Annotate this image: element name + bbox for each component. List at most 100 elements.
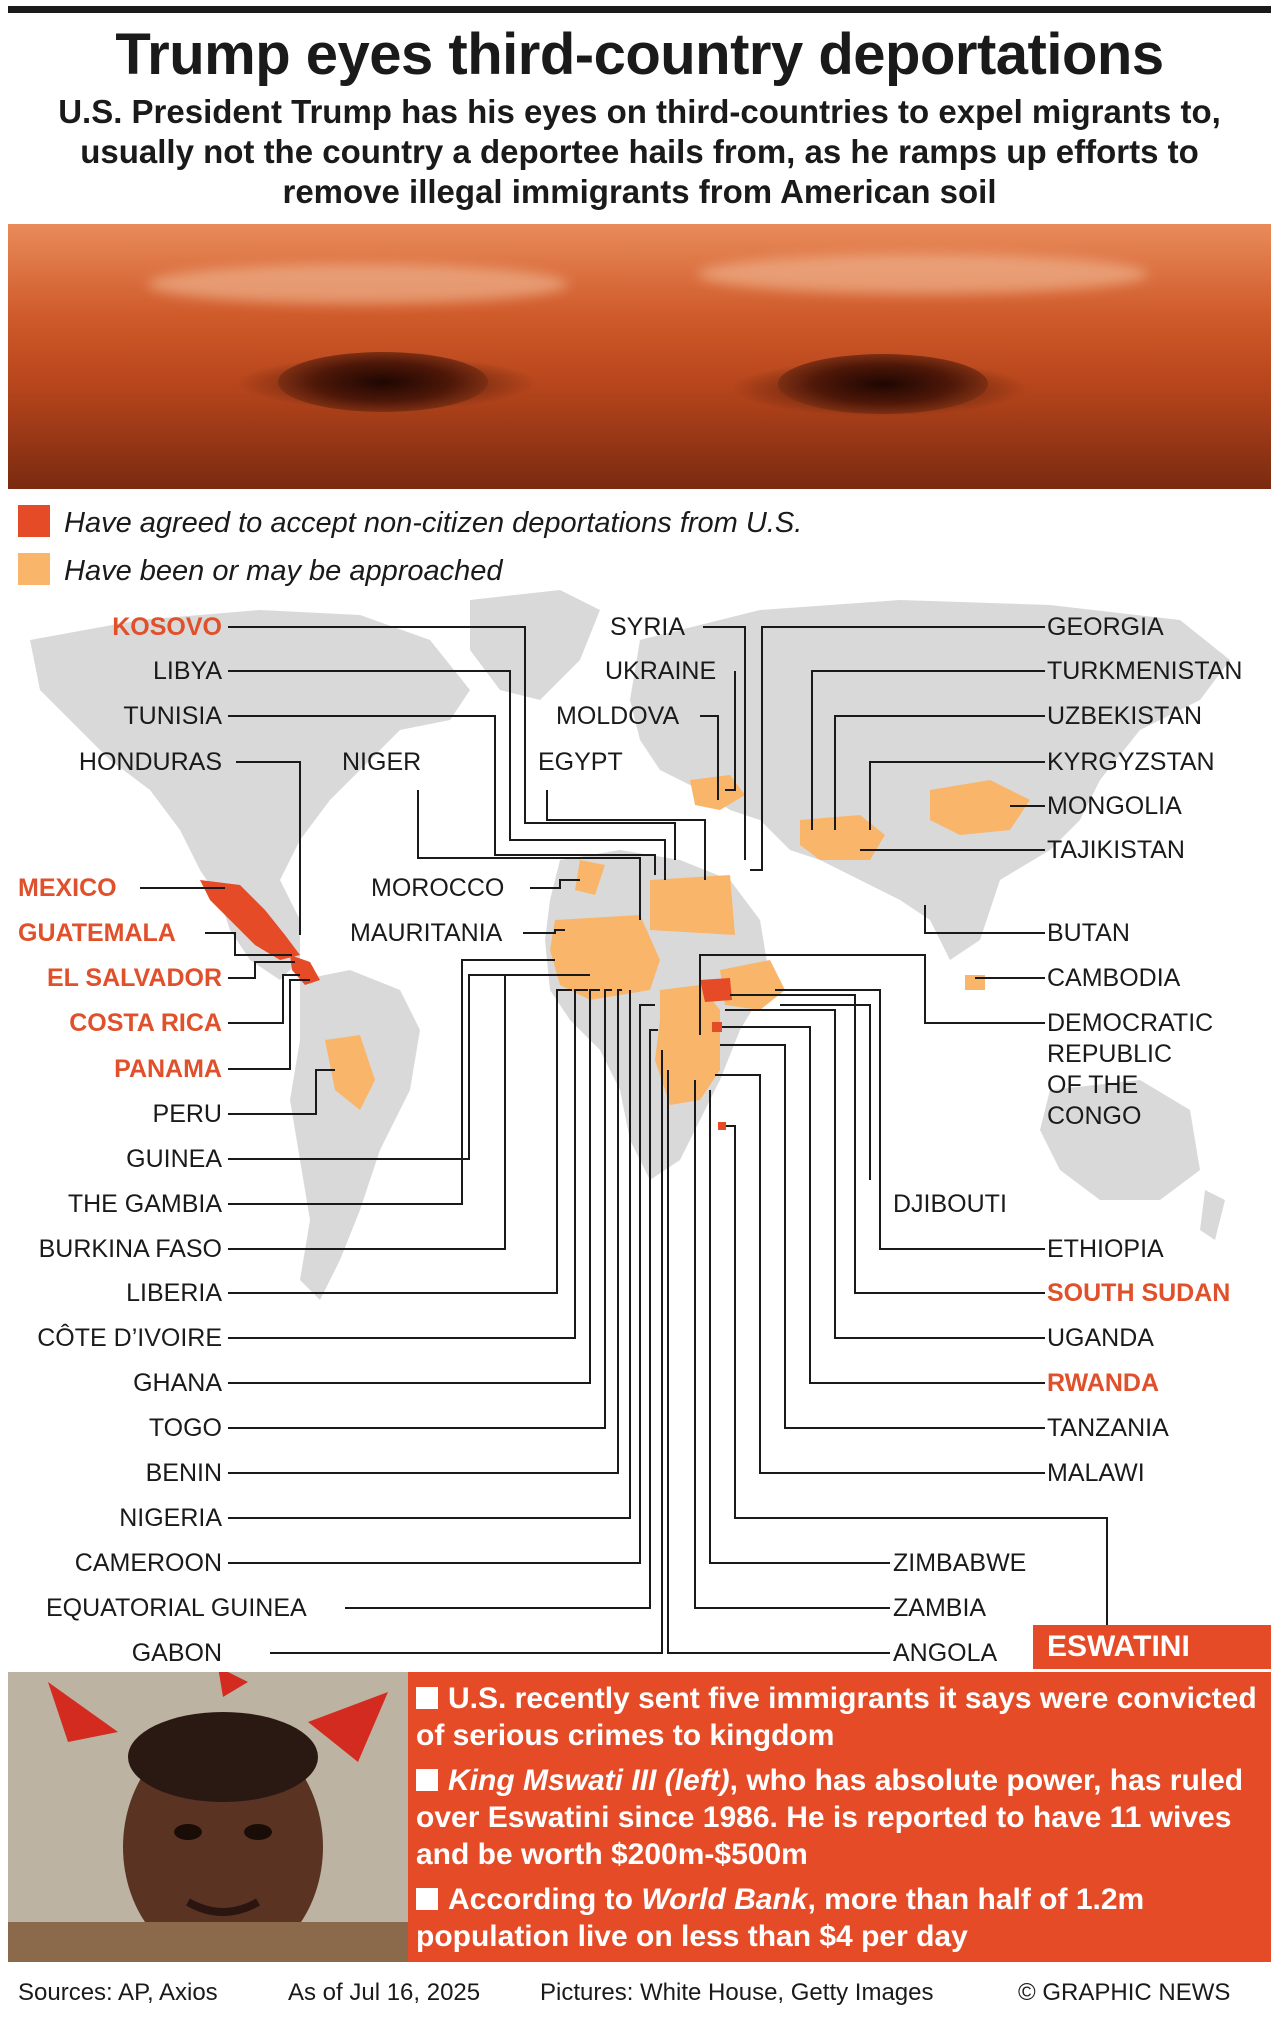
leader-line-georgia [750,626,1045,871]
country-central-america [290,955,320,985]
king-mswati-portrait [8,1672,408,1962]
portrait-illustration [8,1672,408,1962]
footer-sources: Sources: AP, Axios [18,1979,218,2006]
approached-countries [325,775,1030,1110]
label-honduras: HONDURAS [78,748,222,776]
country-mexico [200,880,300,960]
right-eye [778,354,988,414]
leader-line-rwanda [722,1026,1045,1384]
eswatini-bullets: U.S. recently sent five immigrants it sa… [416,1680,1266,1963]
country-central-africa [655,985,720,1105]
label-angola: ANGOLA [893,1639,998,1667]
left-brow-highlight [148,264,568,304]
landmass-north-america [30,610,470,980]
landmass-new-zealand [1200,1190,1225,1240]
footer-credit: © GRAPHIC NEWS [1018,1979,1231,2006]
leader-line-uzbekistan [834,715,1045,830]
portrait-garment [8,1922,408,1962]
label-zambia: ZAMBIA [893,1594,987,1622]
label-tanzania: TANZANIA [1047,1414,1169,1442]
landmass-greenland [470,590,600,700]
country-morocco [575,860,605,895]
label-kosovo: KOSOVO [112,613,222,641]
country-south-sudan [700,978,732,1002]
label-drc-line1: DEMOCRATIC [1047,1009,1214,1037]
leader-line-niger [417,790,641,920]
label-butan: BUTAN [1047,919,1130,947]
label-ethiopia: ETHIOPIA [1047,1235,1164,1263]
portrait-right-eye [244,1824,272,1840]
leader-line-moldova [700,715,719,800]
eswatini-panel: U.S. recently sent five immigrants it sa… [8,1672,1271,1962]
bullet-3: According to World Bank, more than half … [416,1881,1266,1955]
leader-line-eswatini [726,1125,1108,1625]
label-georgia: GEORGIA [1047,613,1164,641]
leader-line-burkina-faso [228,974,590,1250]
bullet-square [416,1769,438,1791]
country-ethiopia [720,960,785,1010]
legend-swatch-approached [18,553,50,585]
hero-eyes-photo [8,224,1271,489]
leader-line-liberia [228,989,572,1294]
leader-line-ukraine [725,671,736,791]
label-el-salvador: EL SALVADOR [46,964,222,992]
label-cameroon: CAMEROON [74,1549,222,1577]
portrait-moustache [186,1898,260,1916]
label-syria: SYRIA [610,613,686,641]
leader-line-gabon [270,1050,663,1654]
portrait-feather-left [48,1682,118,1742]
leader-line-honduras [236,761,301,935]
label-liberia: LIBERIA [126,1279,222,1307]
leader-line-kyrgyzstan [869,761,1045,830]
leader-line-cameroon [228,1004,655,1564]
leader-line-turkmenistan [811,670,1045,830]
label-equatorial-guinea: EQUATORIAL GUINEA [46,1594,307,1622]
country-mongolia [930,780,1030,835]
bullet-2-italic: King Mswati III (left) [448,1764,730,1797]
landmass-australia [1040,1080,1200,1200]
bullet-3-italic: World Bank [641,1883,808,1916]
bullet-1-text: U.S. recently sent five immigrants it sa… [416,1682,1257,1752]
page-subtitle: U.S. President Trump has his eyes on thi… [58,93,1221,210]
agreed-countries [200,880,732,1130]
label-kyrgyzstan: KYRGYZSTAN [1047,748,1215,776]
legend-agreed-label: Have agreed to accept non-citizen deport… [64,507,803,539]
label-drc-line3: OF THE [1047,1071,1139,1099]
label-togo: TOGO [148,1414,222,1442]
label-tajikistan: TAJIKISTAN [1047,836,1185,864]
label-cote-divoire: CÔTE D’IVOIRE [37,1324,222,1352]
label-peru: PERU [152,1100,222,1128]
leader-line-zambia [694,1080,890,1609]
bullet-square [416,1687,438,1709]
label-rwanda: RWANDA [1047,1369,1160,1397]
label-guatemala: GUATEMALA [18,919,176,947]
leader-line-uganda [725,1009,1045,1339]
legend-approached-label: Have been or may be approached [64,555,503,587]
leader-line-benin [228,989,622,1474]
portrait-feather-right [308,1692,388,1762]
label-the-gambia: THE GAMBIA [67,1190,222,1218]
label-djibouti: DJIBOUTI [893,1190,1007,1218]
right-brow-highlight [698,254,1148,294]
label-cambodia: CAMBODIA [1047,964,1181,992]
label-costa-rica: COSTA RICA [69,1009,222,1037]
label-mauritania: MAURITANIA [350,919,503,947]
leader-line-the-gambia [228,959,555,1205]
leader-line-cote-divoire [228,989,588,1339]
leader-line-egypt [546,790,706,880]
leader-line-malawi [715,1074,1045,1474]
leader-line-ethiopia [775,989,1045,1250]
label-tunisia: TUNISIA [123,702,222,730]
leader-line-tunisia [228,715,656,875]
leader-line-tanzania [720,1044,1045,1429]
label-zimbabwe: ZIMBABWE [893,1549,1027,1577]
leader-lines [140,626,1108,1654]
label-ghana: GHANA [133,1369,222,1397]
footer-date: As of Jul 16, 2025 [288,1979,481,2006]
landmass-south-america [290,970,420,1300]
label-uganda: UGANDA [1047,1324,1154,1352]
bullet-3-text: , more than half of 1.2m population live… [416,1883,1145,1953]
leader-line-nigeria [228,990,631,1519]
leader-line-guatemala [205,932,292,956]
